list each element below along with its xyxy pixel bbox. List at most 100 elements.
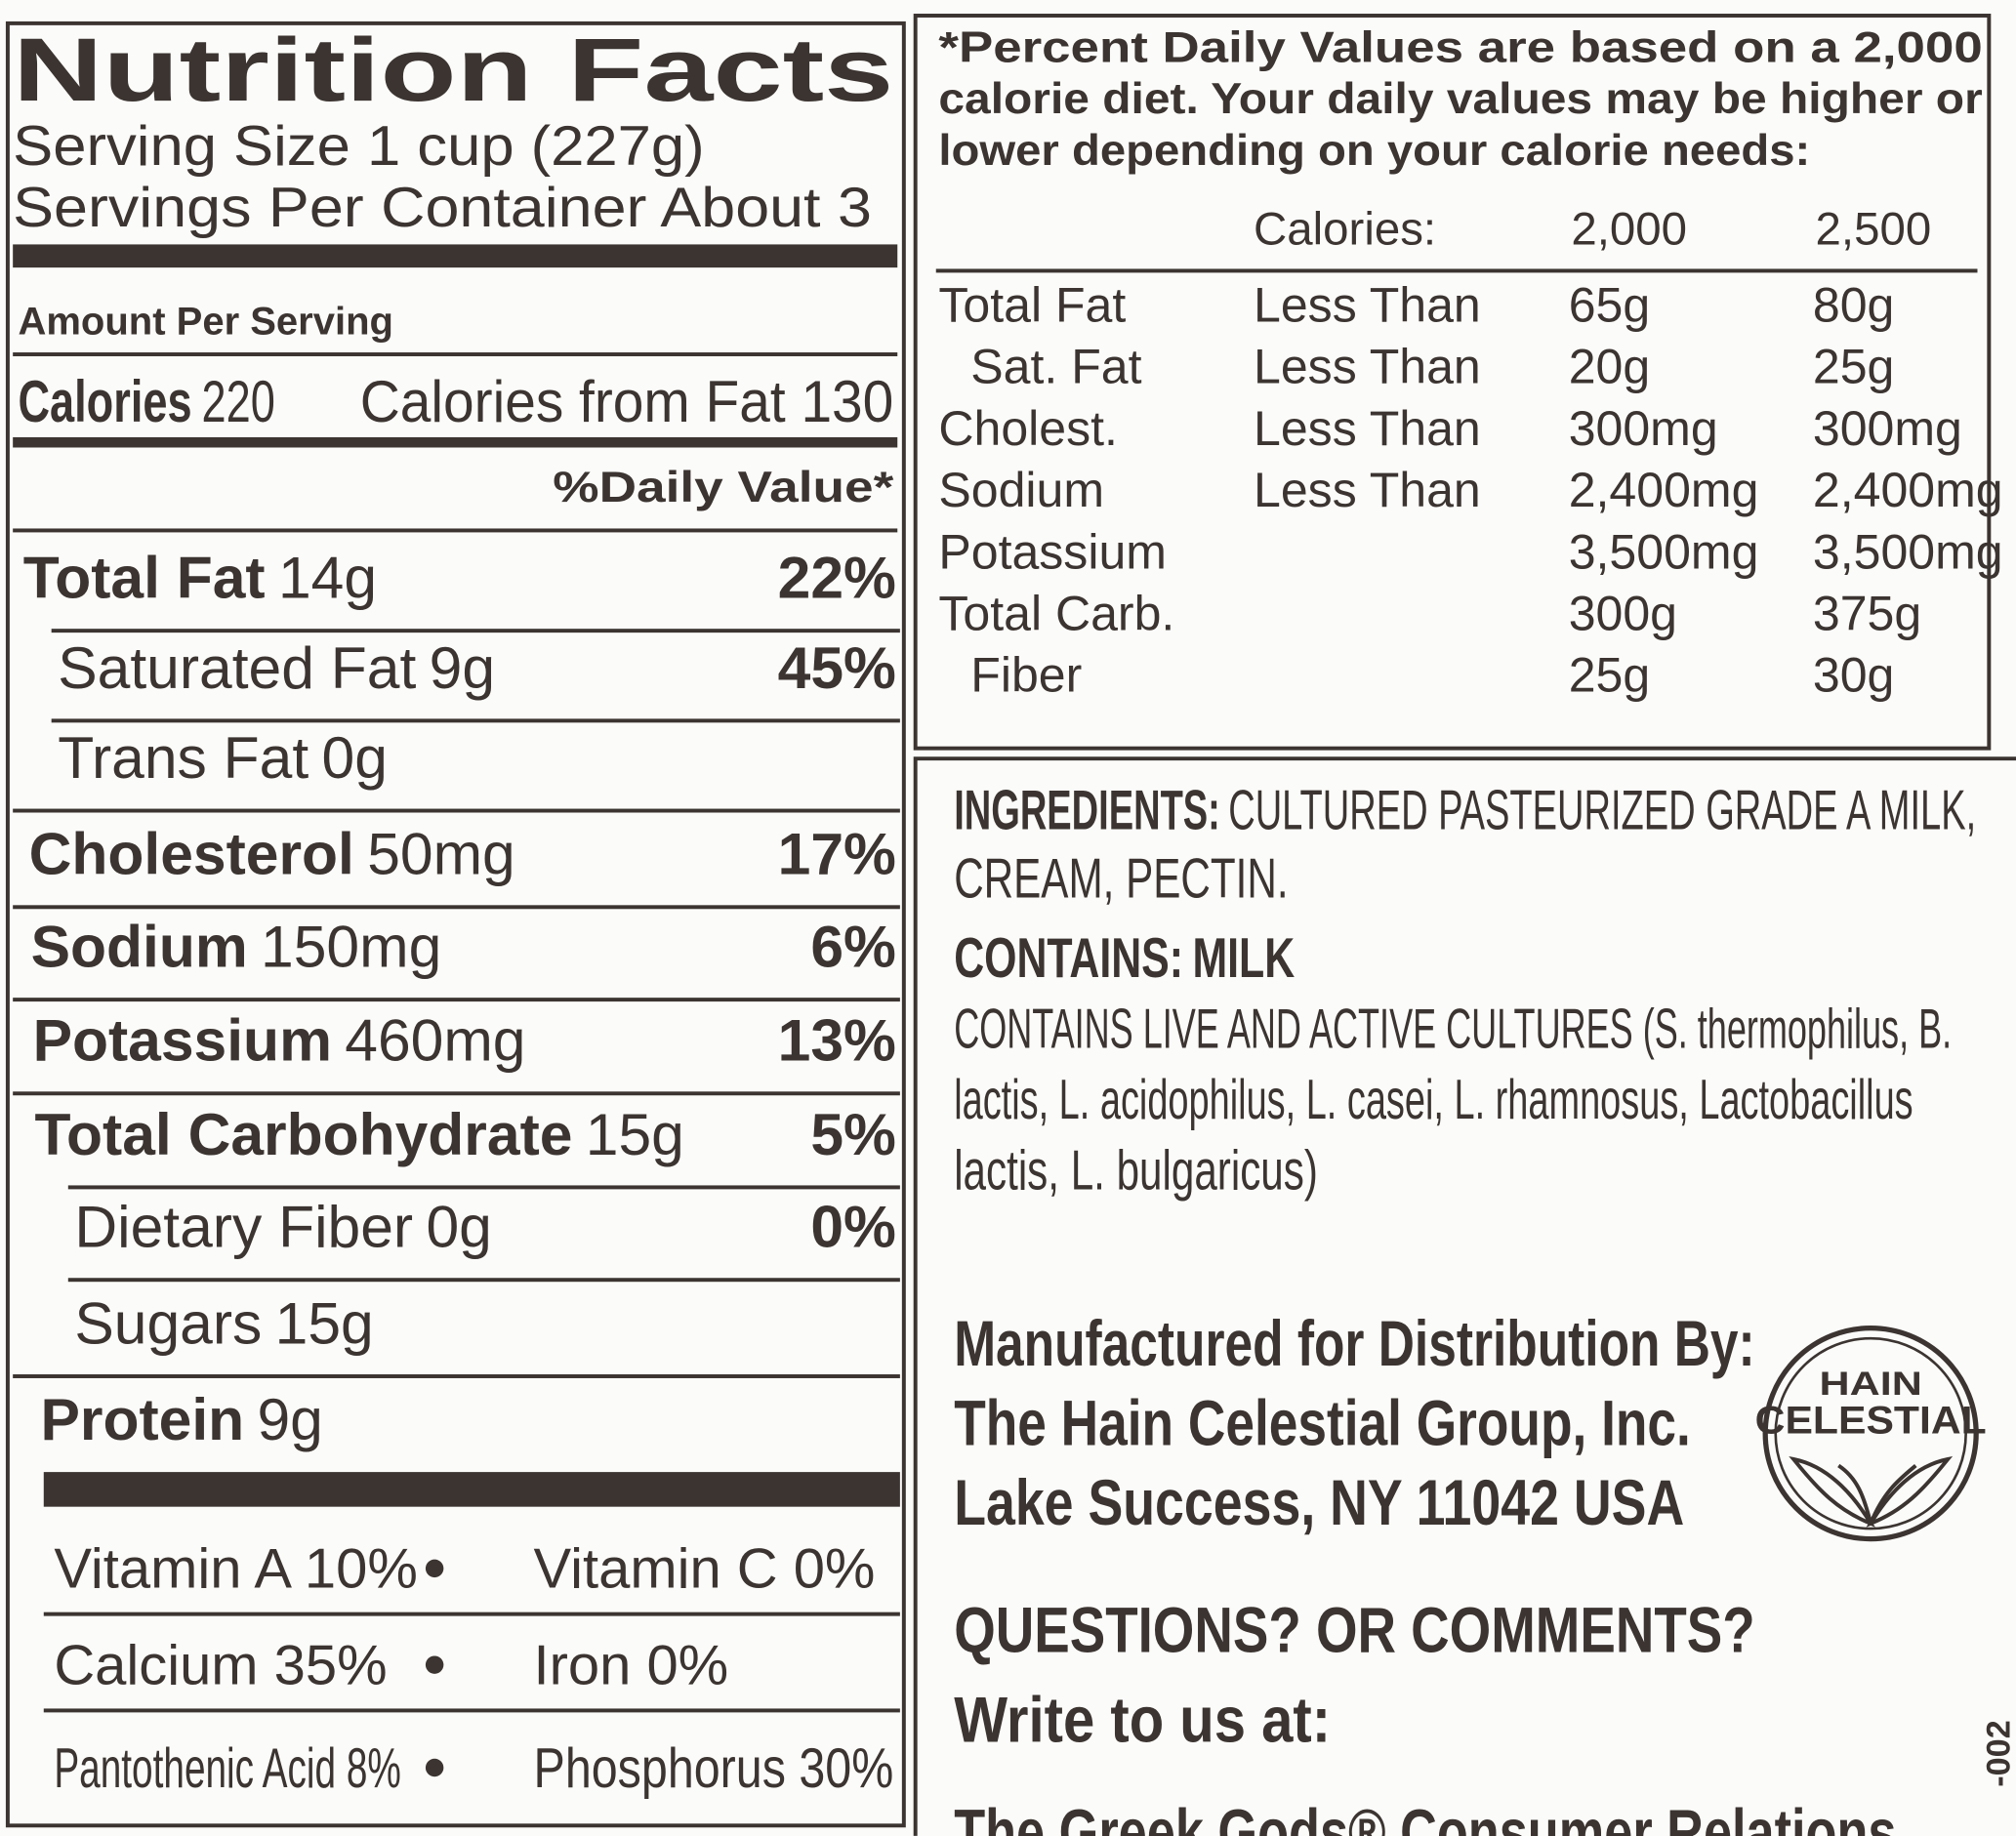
nutrient-label: Trans Fat (58, 724, 309, 791)
footnote-nutrient: Cholest. (938, 401, 1118, 456)
footnote-nutrient: Sodium (938, 463, 1104, 517)
nutrient-amount: 14g (278, 545, 377, 611)
cultures-line: lactis, L. bulgaricus) (954, 1139, 1318, 1202)
footnote-cell: 65g (1569, 277, 1650, 332)
manufacturer-line: The Hain Celestial Group, Inc. (954, 1386, 1691, 1458)
footnote-cell: 3,500mg (1813, 524, 2003, 579)
nutrient-row: Trans Fat 0g (58, 724, 388, 791)
nutrient-amount: 9g (430, 634, 495, 701)
footnote-cell: Less Than (1254, 463, 1481, 517)
footnote-header: 2,500 (1816, 203, 1932, 255)
footnote-cell: 2,400mg (1569, 463, 1759, 517)
vitamin: Vitamin C 0% (534, 1538, 876, 1601)
footnote-cell: 300g (1569, 587, 1677, 641)
thin-rule (13, 528, 898, 533)
nutrient-percent: 0% (810, 1194, 896, 1260)
nutrient-amount: 9g (257, 1386, 322, 1452)
amount-per-serving: Amount Per Serving (18, 301, 393, 344)
logo-leaf (1837, 1463, 1917, 1525)
nutrient-percent: 5% (810, 1101, 896, 1167)
thin-rule (13, 352, 898, 356)
nutrient-label: Saturated Fat (58, 634, 416, 701)
footnote-cell: 25g (1569, 648, 1650, 703)
thick-rule (13, 244, 898, 268)
logo (1762, 1325, 1979, 1542)
nutrient-row: Total Fat 14g (23, 545, 377, 611)
calories-value: 220 (202, 368, 275, 434)
contains-text: MILK (1192, 927, 1295, 990)
calories: Calories220 (18, 368, 274, 434)
nutrient-amount: 460mg (345, 1007, 525, 1074)
nutrient-percent: 6% (810, 914, 896, 980)
row-rule (13, 808, 900, 813)
logo-ring (1774, 1336, 1967, 1530)
side-code: -002 (1980, 1720, 2016, 1787)
calories-from-fat: Calories from Fat 130 (360, 368, 894, 434)
footnote-cell: 80g (1813, 277, 1894, 332)
nutrient-label: Dietary Fiber (74, 1194, 413, 1260)
footnote-cell: 20g (1569, 340, 1650, 394)
serving-size: Serving Size 1 cup (227g) (13, 115, 705, 178)
row-rule (13, 905, 900, 910)
contains-label: CONTAINS: (954, 927, 1183, 990)
vitamin: Vitamin A 10% (54, 1538, 418, 1601)
nutrient-amount: 150mg (261, 914, 441, 980)
row-rule (13, 1091, 900, 1096)
footnote-line: *Percent Daily Values are based on a 2,0… (938, 22, 1982, 71)
row-rule (51, 718, 900, 723)
servings-per-container: Servings Per Container About 3 (13, 177, 872, 239)
footnote-cell: 2,400mg (1813, 463, 2003, 517)
bullet (425, 1559, 444, 1578)
nutrient-percent: 45% (778, 634, 896, 701)
logo-text: HAIN (1820, 1366, 1922, 1403)
logo-text: CELESTIAL (1755, 1400, 1987, 1443)
questions: QUESTIONS? OR COMMENTS? (954, 1593, 1754, 1665)
nutrient-row: Protein 9g (40, 1386, 322, 1452)
nutrient-row: Total Carbohydrate 15g (35, 1101, 684, 1167)
write-to-us: Write to us at: (954, 1684, 1331, 1756)
nutrition-box (5, 20, 906, 1828)
footnote-cell: 300mg (1813, 401, 1962, 456)
ingredients-box (913, 756, 2016, 1836)
nutrient-label: Total Fat (23, 545, 266, 611)
row-rule (51, 629, 900, 633)
footnote-box (913, 14, 1992, 751)
row-rule (13, 1374, 900, 1378)
nutrient-amount: 15g (586, 1101, 684, 1167)
ingredients-text: CULTURED PASTEURIZED GRADE A MILK, (1228, 780, 1976, 842)
footnote-nutrient: Potassium (938, 524, 1167, 579)
nutrient-label: Sugars (74, 1289, 262, 1356)
logo-leaf (1866, 1455, 1954, 1528)
manufacturer-line: Lake Success, NY 11042 USA (954, 1466, 1684, 1538)
row-rule (67, 1185, 900, 1190)
nutrient-row: Cholesterol 50mg (29, 821, 515, 887)
nutrient-amount: 0g (426, 1194, 491, 1260)
thin-rule (935, 268, 1978, 273)
title: Nutrition Facts (13, 20, 893, 120)
footnote-header: 2,000 (1571, 203, 1687, 255)
nutrient-label: Potassium (33, 1007, 332, 1074)
bullet (425, 1758, 444, 1777)
footnote-nutrient: Total Carb. (938, 587, 1174, 641)
ingredients: INGREDIENTS:CULTURED PASTEURIZED GRADE A… (954, 780, 1976, 842)
nutrient-label: Cholesterol (29, 821, 354, 887)
footnote-cell: 300mg (1569, 401, 1718, 456)
vitamin: Iron 0% (534, 1634, 729, 1696)
footnote-nutrient: Fiber (970, 648, 1082, 703)
row-rule (13, 998, 900, 1002)
footnote-nutrient: Sat. Fat (970, 340, 1141, 394)
footnote-line: lower depending on your calorie needs: (938, 126, 1810, 175)
nutrient-label: Total Carbohydrate (35, 1101, 573, 1167)
footnote-cell: Less Than (1254, 277, 1481, 332)
footnote-cell: Less Than (1254, 340, 1481, 394)
contains: CONTAINS:MILK (954, 927, 1295, 990)
bullet (425, 1655, 444, 1674)
logo-ring (1762, 1325, 1979, 1542)
nutrient-amount: 50mg (367, 821, 515, 887)
vitamin: Pantothenic Acid 8% (54, 1737, 401, 1800)
vitamin: Phosphorus 30% (534, 1737, 894, 1800)
nutrient-row: Saturated Fat 9g (58, 634, 495, 701)
footnote-cell: 3,500mg (1569, 524, 1759, 579)
